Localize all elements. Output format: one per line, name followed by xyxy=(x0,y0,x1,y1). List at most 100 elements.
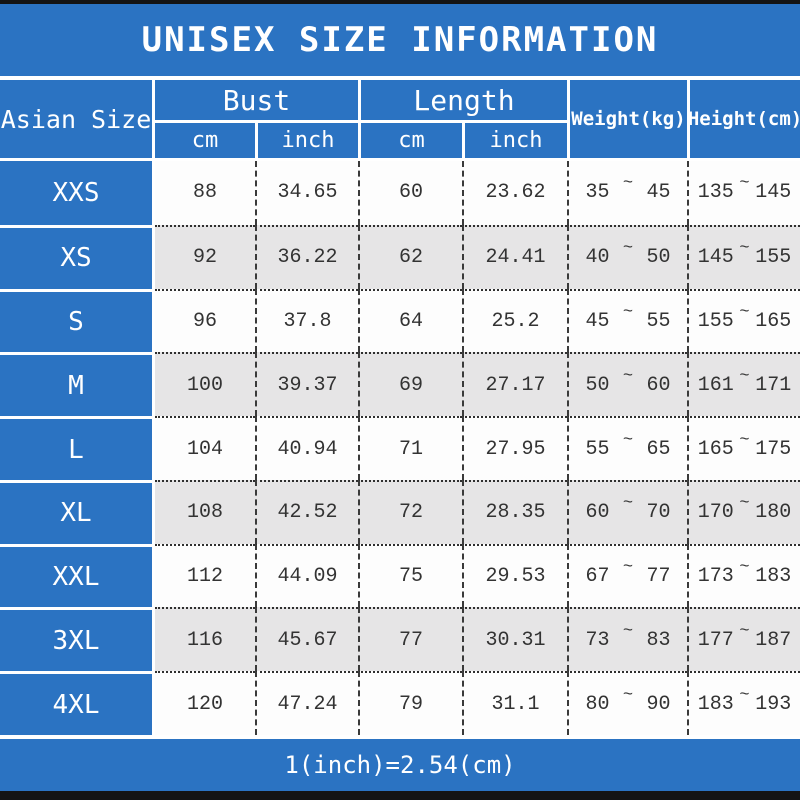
weight-range: 35 ~45 xyxy=(567,161,687,225)
weight-min: 35 xyxy=(585,181,610,205)
height-max: 145 xyxy=(755,181,792,205)
table-row-xs: XS 92 36.22 62 24.41 40 ~50 145 ~155 xyxy=(0,224,800,289)
weight-range: 67 ~77 xyxy=(567,543,687,608)
header-separator xyxy=(0,158,800,161)
weight-max: 55 xyxy=(646,309,671,333)
weight-min: 80 xyxy=(585,692,610,716)
table-row-s: S 96 37.8 64 25.2 45 ~55 155 ~165 xyxy=(0,288,800,353)
conversion-note: 1(inch)=2.54(cm) xyxy=(0,739,800,791)
weight-range: 60 ~70 xyxy=(567,479,687,544)
tilde-glyph: ~ xyxy=(622,621,634,641)
page-title: UNISEX SIZE INFORMATION xyxy=(0,4,800,76)
col-header-length-inch: inch xyxy=(462,123,567,158)
tilde-glyph: ~ xyxy=(739,239,750,259)
weight-max: 50 xyxy=(646,246,671,270)
col-header-asian-size: Asian Size xyxy=(0,80,155,158)
height-min: 155 xyxy=(697,309,734,333)
weight-min: 67 xyxy=(585,565,610,589)
length-cm-value: 79 xyxy=(358,671,462,736)
height-min: 165 xyxy=(697,437,734,461)
bust-cm-value: 112 xyxy=(155,543,255,608)
bust-inch-value: 47.24 xyxy=(255,671,358,736)
length-cm-value: 60 xyxy=(358,161,462,225)
table-row-m: M 100 39.37 69 27.17 50 ~60 161 ~171 xyxy=(0,352,800,417)
height-max: 155 xyxy=(755,246,792,270)
length-inch-value: 30.31 xyxy=(462,607,567,672)
bust-cm-value: 100 xyxy=(155,352,255,417)
height-range: 155 ~165 xyxy=(687,288,800,353)
height-min: 145 xyxy=(697,246,734,270)
height-min: 161 xyxy=(697,373,734,397)
length-cm-value: 77 xyxy=(358,607,462,672)
height-range: 177 ~187 xyxy=(687,607,800,672)
length-inch-value: 27.95 xyxy=(462,416,567,480)
footer-separator xyxy=(0,735,800,739)
tilde-glyph: ~ xyxy=(622,302,634,322)
bust-inch-value: 36.22 xyxy=(255,224,358,289)
weight-min: 40 xyxy=(585,246,610,270)
height-range: 145 ~155 xyxy=(687,224,800,289)
height-max: 187 xyxy=(755,628,792,652)
tilde-glyph: ~ xyxy=(622,494,634,514)
bust-cm-value: 116 xyxy=(155,607,255,672)
tilde-glyph: ~ xyxy=(739,494,750,514)
length-inch-value: 24.41 xyxy=(462,224,567,289)
bust-inch-value: 40.94 xyxy=(255,416,358,480)
weight-max: 77 xyxy=(646,565,671,589)
height-min: 170 xyxy=(697,501,734,525)
bust-inch-value: 42.52 xyxy=(255,479,358,544)
col-header-length: Length xyxy=(358,80,567,123)
bust-inch-value: 37.8 xyxy=(255,288,358,353)
weight-min: 55 xyxy=(585,437,610,461)
height-min: 183 xyxy=(697,692,734,716)
length-inch-value: 27.17 xyxy=(462,352,567,417)
table-row-xxs: XXS 88 34.65 60 23.62 35 ~45 135 ~145 xyxy=(0,161,800,225)
tilde-glyph: ~ xyxy=(739,174,750,194)
weight-min: 45 xyxy=(585,309,610,333)
height-max: 171 xyxy=(755,373,792,397)
length-cm-value: 72 xyxy=(358,479,462,544)
weight-min: 73 xyxy=(585,628,610,652)
bust-inch-value: 44.09 xyxy=(255,543,358,608)
weight-max: 45 xyxy=(646,181,671,205)
height-range: 165 ~175 xyxy=(687,416,800,480)
height-min: 177 xyxy=(697,628,734,652)
tilde-glyph: ~ xyxy=(739,302,750,322)
weight-range: 55 ~65 xyxy=(567,416,687,480)
table-row-xl: XL 108 42.52 72 28.35 60 ~70 170 ~180 xyxy=(0,479,800,544)
size-label: S xyxy=(0,288,155,353)
table-row-3xl: 3XL 116 45.67 77 30.31 73 ~83 177 ~187 xyxy=(0,607,800,672)
bust-cm-value: 96 xyxy=(155,288,255,353)
col-header-bust-inch: inch xyxy=(255,123,358,158)
tilde-glyph: ~ xyxy=(622,430,634,450)
size-label: 4XL xyxy=(0,671,155,736)
size-label: L xyxy=(0,416,155,480)
tilde-glyph: ~ xyxy=(739,366,750,386)
weight-min: 50 xyxy=(585,373,610,397)
tilde-glyph: ~ xyxy=(739,621,750,641)
weight-max: 60 xyxy=(646,373,671,397)
bust-inch-value: 39.37 xyxy=(255,352,358,417)
height-min: 135 xyxy=(697,181,734,205)
weight-range: 50 ~60 xyxy=(567,352,687,417)
table-row-xxl: XXL 112 44.09 75 29.53 67 ~77 173 ~183 xyxy=(0,543,800,608)
size-label: 3XL xyxy=(0,607,155,672)
height-max: 193 xyxy=(755,692,792,716)
length-inch-value: 25.2 xyxy=(462,288,567,353)
tilde-glyph: ~ xyxy=(622,558,634,578)
table-body: XXS 88 34.65 60 23.62 35 ~45 135 ~145 XS 9… xyxy=(0,161,800,736)
col-header-length-cm: cm xyxy=(358,123,462,158)
table-header: Asian Size Bust cm inch Length cm inch W… xyxy=(0,80,800,158)
bust-inch-value: 45.67 xyxy=(255,607,358,672)
bust-inch-value: 34.65 xyxy=(255,161,358,225)
height-min: 173 xyxy=(697,565,734,589)
height-range: 173 ~183 xyxy=(687,543,800,608)
table-row-4xl: 4XL 120 47.24 79 31.1 80 ~90 183 ~193 xyxy=(0,671,800,736)
bust-cm-value: 120 xyxy=(155,671,255,736)
height-max: 180 xyxy=(755,501,792,525)
weight-range: 45 ~55 xyxy=(567,288,687,353)
tilde-glyph: ~ xyxy=(739,558,750,578)
height-range: 170 ~180 xyxy=(687,479,800,544)
tilde-glyph: ~ xyxy=(739,430,750,450)
